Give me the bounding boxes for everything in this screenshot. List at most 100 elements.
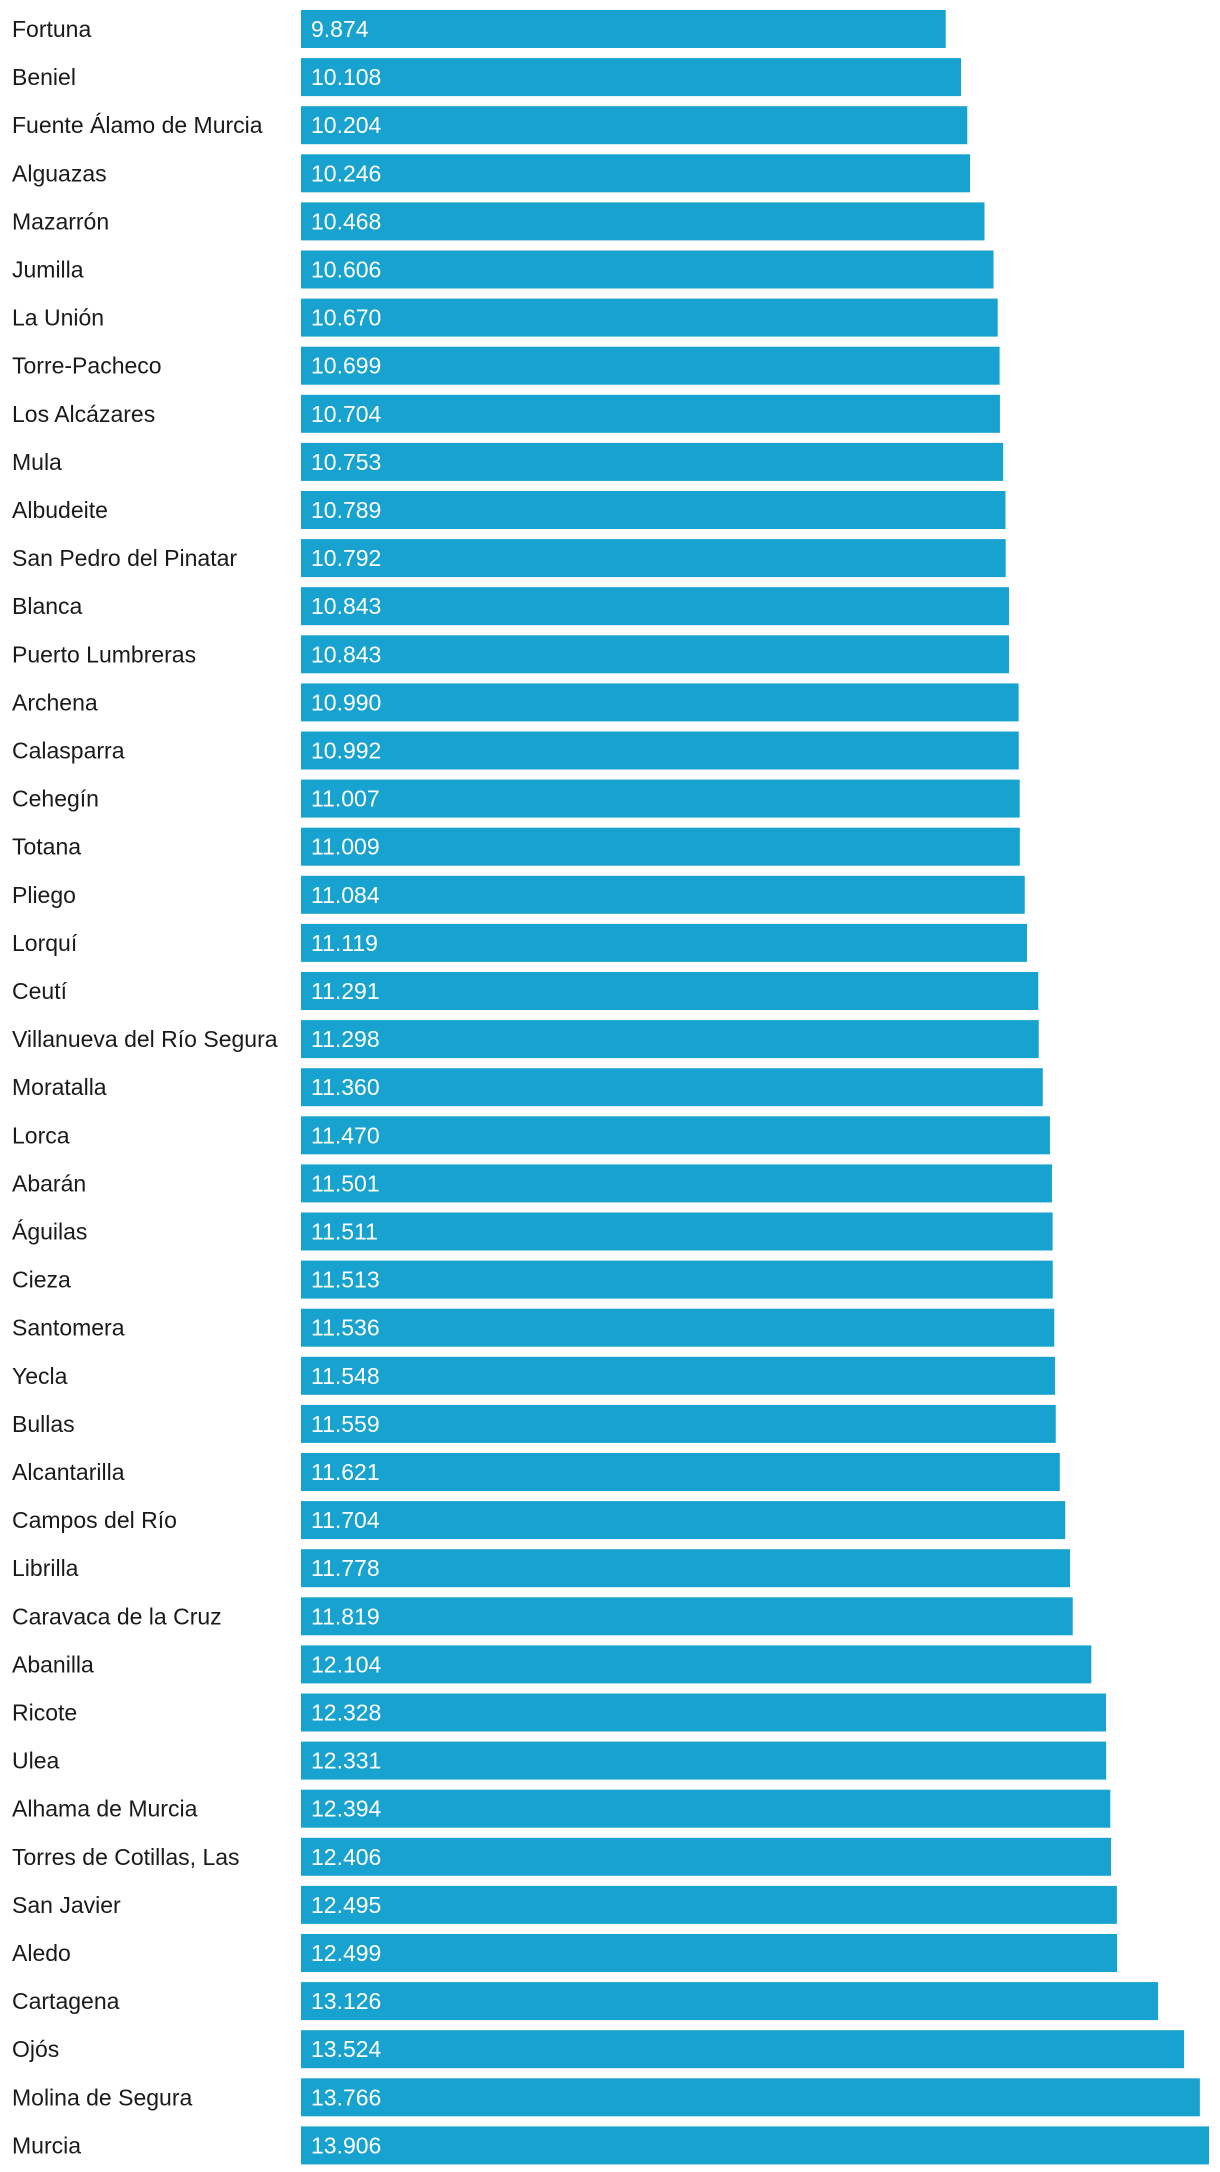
value-label: 13.524 [311,2036,382,2062]
bar [301,731,1019,770]
category-label: Mazarrón [12,208,109,234]
value-label: 11.360 [311,1074,380,1100]
bar-row: Fortuna 9.874 [12,10,946,48]
bar-row: Villanueva del Río Segura 11.298 [12,1020,1039,1059]
value-label: 11.559 [311,1411,380,1437]
value-label: 11.007 [311,786,380,812]
category-label: Albudeite [12,497,108,523]
bar-row: Cehegín 11.007 [12,779,1020,818]
value-label: 11.548 [311,1363,380,1389]
bar [301,1837,1112,1876]
bar [301,1260,1053,1299]
bar-row: San Pedro del Pinatar 10.792 [12,539,1006,578]
bar-row: Alhama de Murcia 12.394 [12,1789,1111,1828]
bar [301,1501,1066,1540]
value-label: 10.606 [311,257,381,283]
category-label: Fuente Álamo de Murcia [12,112,263,138]
bar-row: Bullas 11.559 [12,1404,1056,1443]
value-label: 10.204 [311,112,382,138]
category-label: Villanueva del Río Segura [12,1026,278,1052]
bar [301,683,1019,722]
bar [301,2078,1200,2117]
category-label: Lorca [12,1122,70,1148]
category-label: Alhama de Murcia [12,1796,198,1822]
bar [301,1020,1039,1059]
bar [301,1356,1056,1395]
bar [301,1164,1052,1203]
value-label: 12.499 [311,1940,381,1966]
value-label: 10.990 [311,689,381,715]
bar [301,587,1009,626]
bar-row: Lorquí 11.119 [12,923,1028,962]
category-label: Abanilla [12,1651,94,1677]
bar-row: Aledo 12.499 [12,1934,1118,1972]
bar-row: Puerto Lumbreras 10.843 [12,635,1009,674]
bar [301,10,946,48]
value-label: 10.789 [311,497,381,523]
value-label: 13.906 [311,2132,381,2158]
value-label: 12.406 [311,1844,381,1870]
category-label: Cartagena [12,1988,120,2014]
value-label: 12.328 [311,1700,381,1726]
bar-row: Abarán 11.501 [12,1164,1052,1203]
category-label: Ulea [12,1748,60,1774]
bar [301,1308,1055,1347]
bar [301,635,1009,674]
bar [301,394,1000,433]
value-label: 11.470 [311,1122,380,1148]
value-label: 11.009 [311,834,380,860]
bar-row: Ojós 13.524 [12,2030,1185,2069]
bar [301,2030,1185,2069]
bar [301,1404,1056,1443]
bar-row: Mula 10.753 [12,442,1004,481]
value-label: 12.394 [311,1796,382,1822]
category-label: Librilla [12,1555,79,1581]
value-label: 11.119 [311,930,378,956]
bar [301,491,1006,529]
bar-row: San Javier 12.495 [12,1885,1117,1924]
category-label: Alcantarilla [12,1459,125,1485]
category-label: Abarán [12,1170,86,1196]
value-label: 10.670 [311,305,381,331]
category-label: Torres de Cotillas, Las [12,1844,240,1870]
category-label: Cehegín [12,786,99,812]
category-label: Archena [12,689,98,715]
bar-row: Yecla 11.548 [12,1356,1056,1395]
bar [301,1885,1117,1924]
value-label: 11.501 [311,1170,380,1196]
value-label: 9.874 [311,16,369,42]
bar-row: Águilas 11.511 [12,1212,1053,1251]
category-label: Moratalla [12,1074,107,1100]
category-label: Lorquí [12,930,78,956]
bar [301,346,1000,385]
bar-row: Torre-Pacheco 10.699 [12,346,1000,385]
bar-row: Totana 11.009 [12,827,1020,866]
value-label: 11.536 [311,1315,380,1341]
value-label: 10.753 [311,449,381,475]
category-label: Ceutí [12,978,68,1004]
value-label: 10.792 [311,545,381,571]
bar [301,1693,1106,1732]
category-label: Murcia [12,2132,81,2158]
bar-row: Cieza 11.513 [12,1260,1053,1299]
bar-row: Moratalla 11.360 [12,1068,1043,1107]
bar-row: Campos del Río 11.704 [12,1501,1066,1540]
value-label: 11.778 [311,1555,380,1581]
category-label: Ojós [12,2036,59,2062]
category-label: San Javier [12,1892,121,1918]
category-label: Totana [12,834,81,860]
value-label: 11.511 [311,1219,378,1245]
value-label: 11.621 [311,1459,380,1485]
bar [301,298,998,337]
value-label: 10.108 [311,64,381,90]
bar [301,250,994,289]
value-label: 11.084 [311,882,380,908]
category-label: Águilas [12,1219,87,1245]
bar-row: Murcia 13.906 [12,2126,1209,2165]
category-label: Yecla [12,1363,68,1389]
bar-row: Ricote 12.328 [12,1693,1106,1732]
bar-row: Fuente Álamo de Murcia 10.204 [12,106,968,145]
bar [301,539,1006,578]
